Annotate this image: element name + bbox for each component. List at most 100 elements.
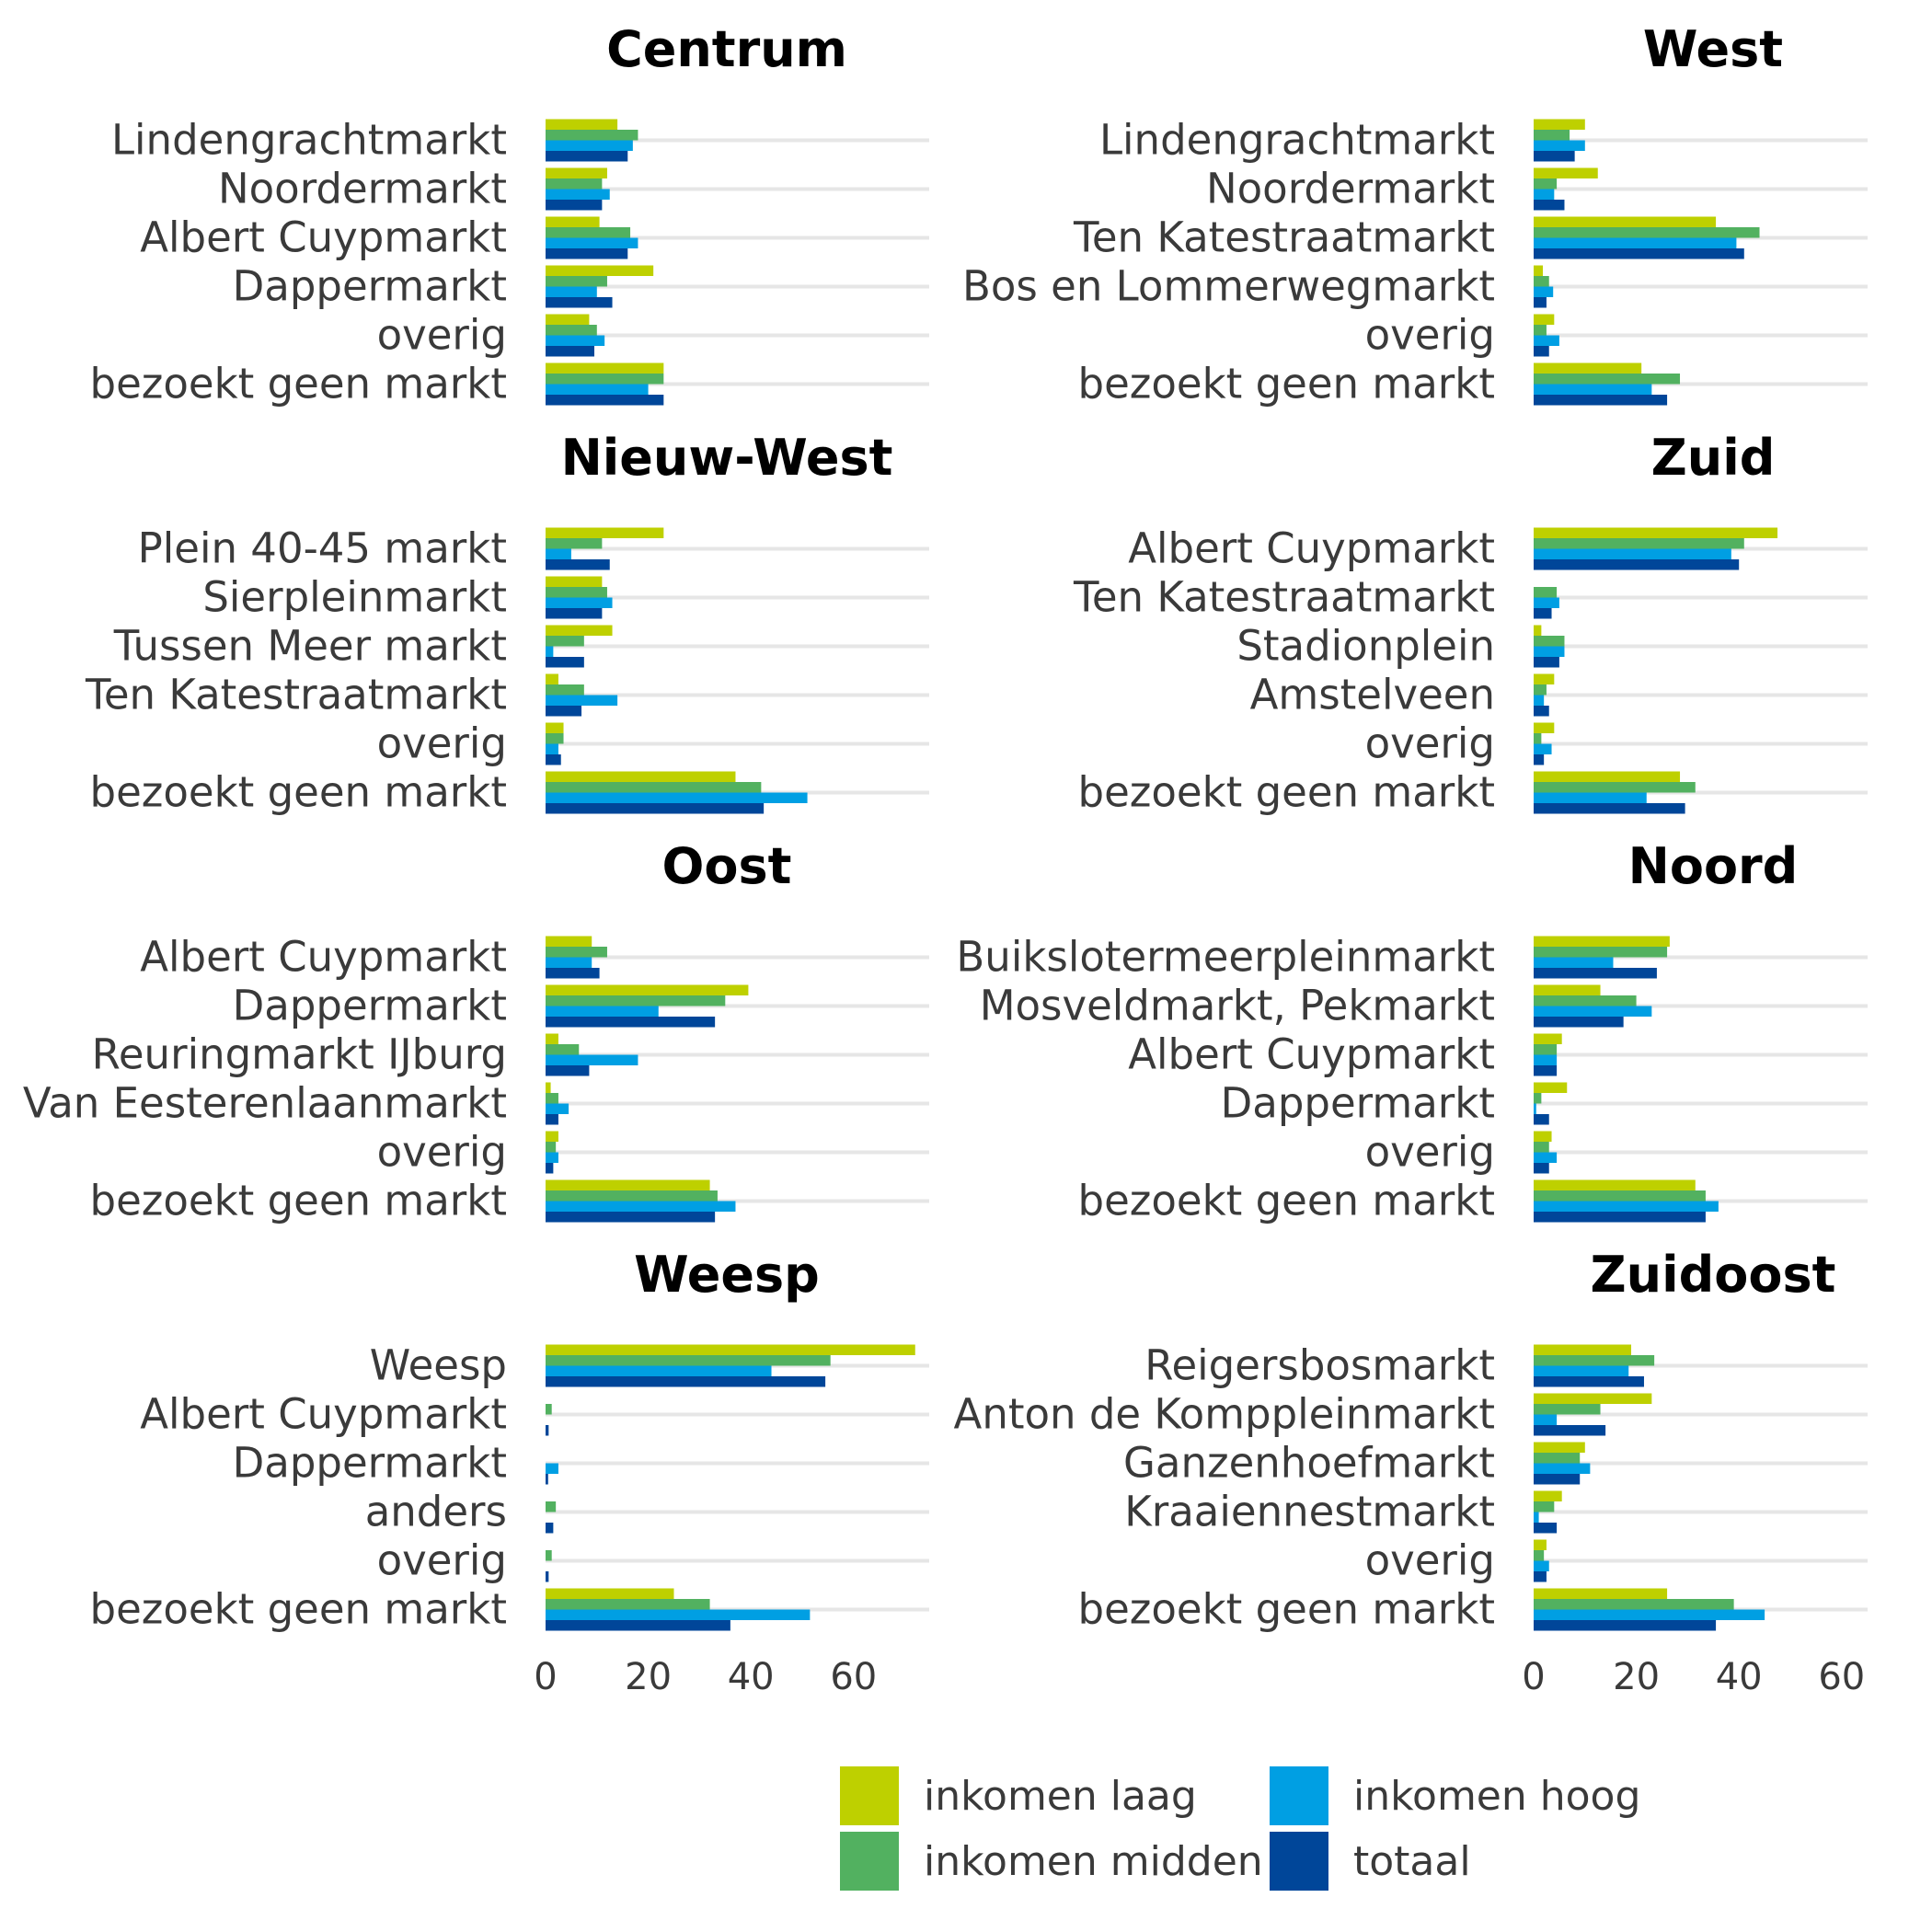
category-label: overig <box>1365 1128 1495 1177</box>
bar-inkomen-hoog <box>546 1152 558 1163</box>
bar-inkomen-laag <box>546 1131 558 1142</box>
category-label: Mosveldmarkt, Pekmarkt <box>980 982 1495 1030</box>
category-label: bezoekt geen markt <box>90 360 507 408</box>
bar-totaal <box>1534 754 1545 765</box>
bar-inkomen-laag <box>546 1179 710 1190</box>
bar-totaal <box>546 395 664 406</box>
bar-inkomen-midden <box>546 130 638 141</box>
category-label: Noordermarkt <box>1206 165 1495 213</box>
bar-inkomen-laag <box>1534 1179 1696 1190</box>
category-label: bezoekt geen markt <box>1078 1177 1495 1225</box>
bar-totaal <box>546 559 610 570</box>
bar-inkomen-hoog <box>546 1463 558 1474</box>
bar-totaal <box>1534 395 1668 406</box>
category-label: bezoekt geen markt <box>90 1585 507 1634</box>
category-label: Dappermarkt <box>233 1439 507 1488</box>
bar-inkomen-hoog <box>546 1201 736 1212</box>
legend-label-inkomen-hoog: inkomen hoog <box>1353 1773 1640 1820</box>
category-label: Albert Cuypmarkt <box>140 1390 507 1439</box>
bar-inkomen-midden <box>546 782 762 793</box>
bar-inkomen-hoog <box>1534 548 1731 559</box>
bar-inkomen-laag <box>1534 527 1778 538</box>
bar-totaal <box>546 1065 590 1076</box>
bar-inkomen-laag <box>1534 1082 1568 1093</box>
bar-inkomen-laag <box>546 771 736 782</box>
bar-inkomen-hoog <box>1534 335 1559 346</box>
bar-inkomen-hoog <box>546 548 571 559</box>
bar-inkomen-hoog <box>1534 743 1552 754</box>
bar-inkomen-hoog <box>1534 1006 1652 1017</box>
x-tick-label: 0 <box>534 1656 557 1698</box>
bar-inkomen-hoog <box>546 743 558 754</box>
category-label: Plein 40-45 markt <box>138 524 507 573</box>
bar-inkomen-laag <box>546 216 600 227</box>
legend-swatch-totaal <box>1270 1832 1328 1891</box>
category-label: Van Eesterenlaanmarkt <box>23 1079 507 1128</box>
bar-totaal <box>1534 200 1565 211</box>
bar-inkomen-laag <box>1534 1033 1562 1044</box>
bar-inkomen-hoog <box>1534 189 1555 200</box>
bar-inkomen-laag <box>1534 984 1601 995</box>
x-tick-label: 40 <box>1716 1656 1763 1698</box>
bar-inkomen-laag <box>546 984 749 995</box>
category-label: Dappermarkt <box>233 262 507 311</box>
bar-inkomen-midden <box>1534 538 1744 549</box>
category-label: Ganzenhoefmarkt <box>1123 1439 1495 1488</box>
bar-inkomen-hoog <box>1534 1609 1765 1620</box>
bar-inkomen-laag <box>546 673 558 684</box>
legend-label-inkomen-midden: inkomen midden <box>924 1838 1263 1885</box>
bar-totaal <box>1534 1163 1549 1174</box>
panel-nieuw-west: Nieuw-West Plein 40-45 marktSierpleinmark… <box>85 429 929 817</box>
bar-inkomen-midden <box>1534 227 1760 238</box>
category-label: Albert Cuypmarkt <box>140 213 507 262</box>
bar-inkomen-hoog <box>546 792 808 803</box>
bar-inkomen-laag <box>1534 771 1681 782</box>
bar-totaal <box>1534 297 1547 308</box>
bar-totaal <box>1534 248 1744 259</box>
bar-inkomen-laag <box>1534 1490 1562 1501</box>
bar-inkomen-midden <box>1534 130 1570 141</box>
category-label: overig <box>1365 311 1495 360</box>
bar-inkomen-laag <box>546 527 664 538</box>
bar-inkomen-hoog <box>1534 237 1737 248</box>
bar-inkomen-laag <box>1534 1344 1632 1355</box>
bar-inkomen-midden <box>1534 1142 1549 1153</box>
bar-inkomen-midden <box>1534 374 1681 385</box>
bar-inkomen-midden <box>1534 947 1668 958</box>
panel-title: Zuid <box>1651 429 1776 487</box>
bar-inkomen-midden <box>546 995 726 1006</box>
bar-totaal <box>546 1017 716 1028</box>
bar-totaal <box>1534 559 1740 570</box>
bar-totaal <box>546 248 628 259</box>
bar-totaal <box>1534 1425 1606 1436</box>
bar-inkomen-midden <box>546 947 607 958</box>
bar-inkomen-hoog <box>546 695 618 706</box>
bar-totaal <box>546 968 600 979</box>
bar-inkomen-hoog <box>546 140 633 151</box>
bar-totaal <box>546 1163 554 1174</box>
bar-totaal <box>546 297 613 308</box>
category-label: bezoekt geen markt <box>1078 360 1495 408</box>
bar-totaal <box>546 1376 826 1387</box>
bar-inkomen-hoog <box>1534 1152 1558 1163</box>
category-label: Ten Katestraatmarkt <box>85 671 507 719</box>
category-label: Dappermarkt <box>1221 1079 1495 1128</box>
bar-inkomen-midden <box>1534 995 1637 1006</box>
bar-inkomen-laag <box>546 362 664 374</box>
bar-totaal <box>546 1523 554 1534</box>
category-label: Lindengrachtmarkt <box>1099 116 1495 165</box>
bar-totaal <box>546 1425 549 1436</box>
bar-inkomen-hoog <box>1534 957 1614 968</box>
bar-inkomen-midden <box>546 587 607 598</box>
bar-inkomen-laag <box>1534 936 1670 947</box>
bar-totaal <box>546 803 765 814</box>
bar-inkomen-laag <box>546 625 613 636</box>
bar-inkomen-laag <box>546 722 564 733</box>
bar-totaal <box>546 200 603 211</box>
bar-inkomen-laag <box>1534 722 1555 733</box>
x-tick-label: 60 <box>1818 1656 1865 1698</box>
bar-inkomen-midden <box>546 178 603 190</box>
